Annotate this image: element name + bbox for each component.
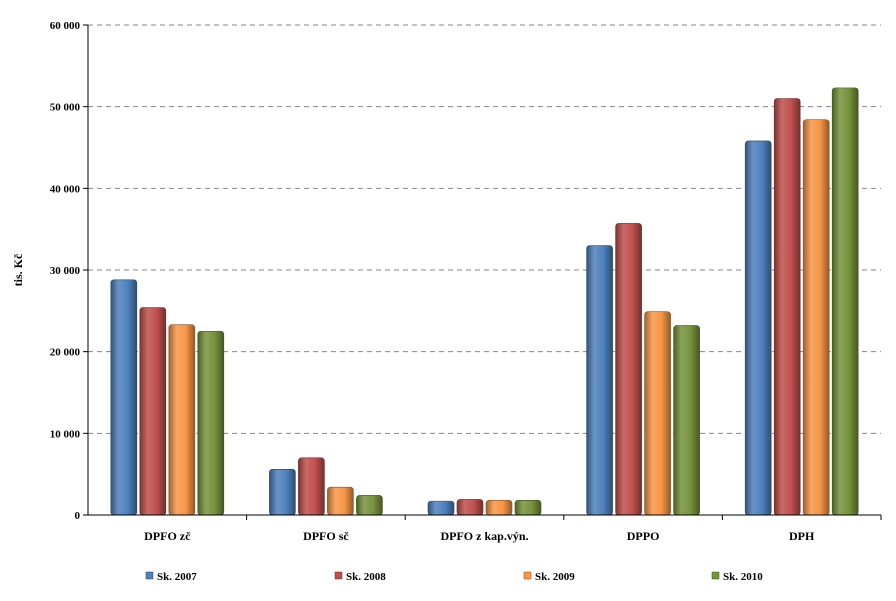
- bar-sk-2010-4: [831, 87, 859, 516]
- y-tick-label: 30 000: [50, 265, 81, 277]
- bar-sk-2008-2: [456, 499, 484, 516]
- legend-swatch: [334, 571, 343, 580]
- y-tick-label: 40 000: [50, 183, 81, 195]
- labels: 0 10 000 20 000 30 000 40 000 50 000 60 000 DPF…: [50, 20, 815, 543]
- bar-sk-2008-0: [139, 307, 167, 516]
- bars: [110, 87, 859, 516]
- x-category-label: DPFO z kap.výn.: [440, 529, 528, 543]
- x-category-label: DPFO sč: [303, 529, 349, 543]
- bar-sk-2009-1: [327, 486, 354, 516]
- y-axis-label: tis. Kč: [11, 253, 25, 286]
- y-tick-label: 10 000: [50, 428, 81, 440]
- legend-swatch: [523, 571, 532, 580]
- y-tick-label: 20 000: [50, 347, 81, 359]
- bar-sk-2007-2: [427, 500, 455, 516]
- bar-sk-2010-3: [673, 325, 700, 516]
- legend-swatch: [145, 571, 154, 580]
- bar-sk-2009-3: [644, 311, 671, 516]
- axes: [83, 24, 882, 520]
- legend-label: Sk. 2008: [346, 571, 386, 583]
- bar-sk-2008-3: [615, 223, 642, 516]
- legend-label: Sk. 2010: [723, 571, 763, 583]
- y-tick-label: 60 000: [50, 20, 81, 32]
- y-tick-label: 0: [75, 510, 81, 522]
- legend: Sk. 2007 Sk. 2008 Sk. 2009 Sk. 2010: [145, 571, 763, 583]
- bar-sk-2009-0: [168, 324, 196, 516]
- x-category-label: DPH: [789, 529, 815, 543]
- bar-sk-2009-4: [802, 119, 830, 516]
- x-category-label: DPFO zč: [144, 529, 191, 543]
- bar-sk-2010-2: [514, 499, 542, 516]
- legend-label: Sk. 2007: [157, 571, 197, 583]
- bar-sk-2007-0: [110, 279, 138, 516]
- bar-sk-2008-4: [773, 98, 801, 516]
- y-tick-label: 50 000: [50, 102, 81, 114]
- legend-label: Sk. 2009: [535, 571, 575, 583]
- bar-sk-2009-2: [485, 499, 513, 516]
- bar-sk-2007-3: [586, 245, 613, 516]
- bar-sk-2007-4: [744, 140, 772, 516]
- bar-sk-2010-0: [197, 330, 225, 516]
- legend-swatch: [711, 571, 720, 580]
- bar-sk-2008-1: [298, 457, 325, 516]
- bar-sk-2010-1: [356, 495, 383, 516]
- x-category-label: DPPO: [627, 529, 660, 543]
- bar-sk-2007-1: [269, 468, 296, 516]
